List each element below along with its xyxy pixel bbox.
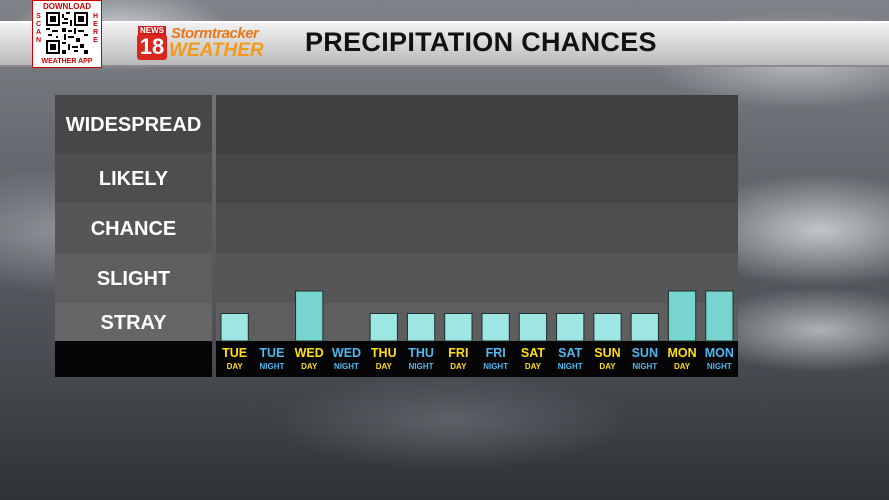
tick-label-day: THU [371,346,397,360]
tick-label-day: MON [705,346,734,360]
bar-sat-day [518,313,548,342]
tick-label-period: NIGHT [259,362,284,371]
bar-fri-day [444,313,473,342]
level-label-cell [55,153,212,203]
tick-label-period: NIGHT [632,362,657,371]
page-title: PRECIPITATION CHANCES [305,27,657,57]
category-label-spacer [55,341,212,377]
level-band [216,253,738,303]
tick-label-period: NIGHT [483,362,508,371]
tick-label-day: SUN [632,346,658,360]
tick-label-day: THU [408,346,434,360]
level-label: WIDESPREAD [66,114,202,136]
station-logo[interactable]: 18 NEWS Stormtracker WEATHER [135,24,300,62]
bar-mon-night [705,290,734,342]
tick-label-period: DAY [599,362,616,371]
tick-label-period: NIGHT [558,362,583,371]
tick-label-day: TUE [222,346,247,360]
level-band [216,153,738,203]
tick-label-day: WED [332,346,361,360]
level-label: CHANCE [91,218,177,240]
qr-download-label: DOWNLOAD [43,2,91,11]
tick-label-day: WED [295,346,324,360]
level-label-cell [55,253,212,303]
level-label-cell [55,303,212,341]
tick-label-day: FRI [486,346,506,360]
bar-thu-night [406,313,436,342]
level-label-cell [55,203,212,253]
bar-sun-day [593,313,622,342]
qr-code-icon [46,12,88,54]
tick-label-period: DAY [450,362,467,371]
qr-badge[interactable]: DOWNLOAD SCAN HERE WEATHER APP [32,0,102,68]
bar-fri-night [481,313,510,342]
category-label-strip [216,341,738,377]
level-band [216,303,738,341]
tick-label-period: DAY [301,362,318,371]
tick-label-period: NIGHT [334,362,359,371]
bar-thu-day [369,313,398,342]
level-label: STRAY [101,312,168,334]
tick-label-day: SAT [558,346,582,360]
level-label-cell [55,95,212,153]
tick-label-period: DAY [674,362,691,371]
qr-scan-label: SCAN [35,13,42,44]
tick-label-period: DAY [227,362,244,371]
logo-channel-number: 18 [137,34,167,60]
tick-label-period: NIGHT [707,362,732,371]
bar-sat-night [556,313,585,342]
bar-sun-night [630,313,659,342]
qr-here-label: HERE [92,13,99,44]
logo-weather-text: WEATHER [169,40,264,61]
tick-label-day: MON [667,346,696,360]
logo-stormtracker-text: Stormtracker [171,25,259,42]
tick-label-period: NIGHT [409,362,434,371]
level-band [216,203,738,253]
level-band [216,95,738,153]
bar-mon-day [667,290,697,342]
qr-weather-app-label: WEATHER APP [41,58,93,65]
bar-wed-day [295,290,324,342]
logo-news-label: NEWS [138,26,166,35]
tick-label-day: SAT [521,346,545,360]
tick-label-day: TUE [259,346,284,360]
tick-label-period: DAY [376,362,393,371]
level-label: SLIGHT [97,268,170,290]
tick-label-day: FRI [448,346,468,360]
tick-label-period: DAY [525,362,542,371]
tick-label-day: SUN [594,346,620,360]
level-label: LIKELY [99,168,169,190]
bar-tue-day [220,313,249,342]
